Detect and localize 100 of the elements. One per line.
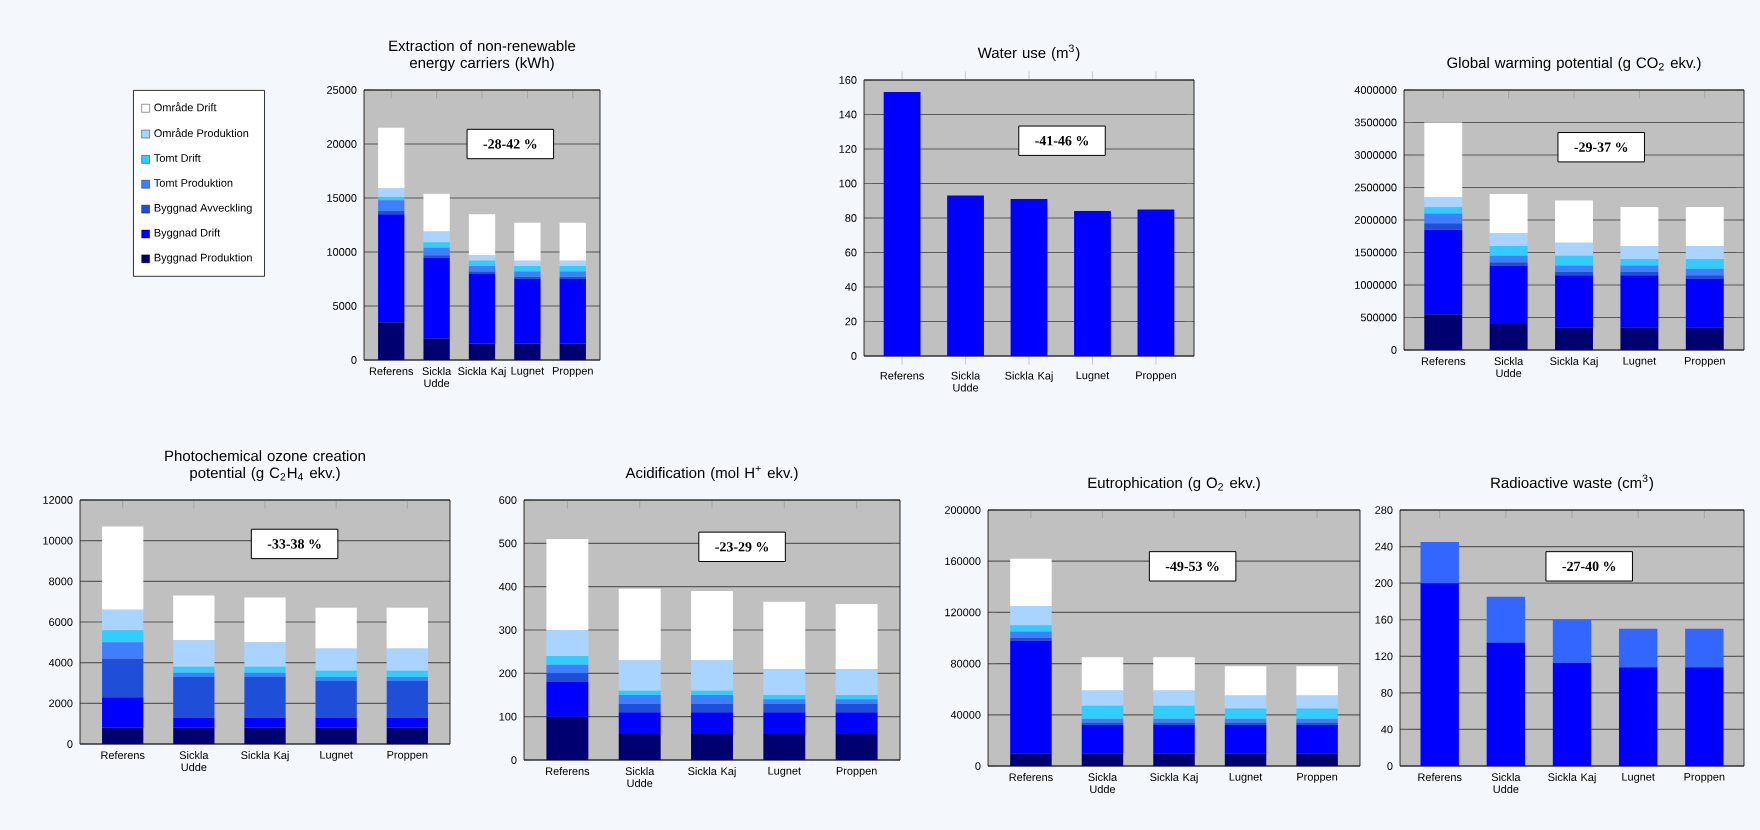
bar: [546, 630, 589, 657]
bar: [618, 734, 661, 761]
bar: [1555, 242, 1593, 256]
bar: [1552, 619, 1592, 663]
bar: [1489, 233, 1528, 246]
bar: [1296, 708, 1338, 719]
bar: [546, 539, 589, 631]
bar: [559, 266, 586, 272]
bar: [386, 680, 428, 718]
bar: [468, 273, 496, 344]
bar: [1296, 725, 1338, 754]
bar: [514, 279, 541, 344]
bar: [1489, 194, 1528, 233]
bar: [1489, 265, 1528, 324]
bar: [691, 690, 733, 696]
bar: [763, 734, 806, 761]
bar: [1010, 753, 1052, 767]
bar: [618, 690, 661, 696]
bar: [1555, 327, 1593, 351]
bar: [1424, 229, 1463, 315]
bar: [1010, 199, 1048, 357]
bar: [1555, 265, 1593, 272]
bar: [691, 734, 733, 761]
bar: [1685, 246, 1724, 259]
bar: [244, 727, 286, 745]
bar: [173, 727, 215, 745]
bar: [1489, 324, 1528, 351]
bar: [468, 343, 496, 361]
bar: [386, 648, 428, 671]
bar: [1424, 314, 1463, 351]
bar: [244, 642, 286, 667]
bar: [947, 195, 984, 357]
bar: [1137, 209, 1175, 357]
bar: [468, 214, 496, 256]
bar: [1296, 753, 1338, 767]
bar: [1153, 690, 1195, 706]
bar: [1685, 207, 1724, 246]
bar: [423, 242, 450, 248]
bar: [835, 703, 878, 713]
bar: [468, 255, 496, 261]
bar: [1620, 327, 1659, 351]
bar: [1224, 725, 1267, 754]
bar: [1081, 705, 1124, 719]
bar: [1153, 753, 1195, 767]
bar: [559, 271, 586, 277]
bar: [559, 222, 586, 261]
bar: [102, 727, 144, 745]
bar: [173, 676, 215, 718]
bar: [1224, 708, 1267, 719]
bar: [1489, 255, 1528, 263]
bar: [1010, 640, 1052, 754]
bar: [378, 200, 405, 211]
bar: [1424, 207, 1463, 214]
bar: [315, 717, 357, 728]
bar: [835, 604, 878, 670]
bar: [102, 642, 144, 659]
bar: [378, 214, 405, 323]
bar: [173, 595, 215, 641]
bar: [386, 607, 428, 649]
bar: [173, 717, 215, 728]
bar: [546, 716, 589, 761]
bar: [514, 343, 541, 361]
bar: [1224, 753, 1267, 767]
bar: [1620, 259, 1659, 266]
bar: [763, 601, 806, 670]
bar: [423, 193, 450, 232]
bar: [691, 695, 733, 704]
bar: [102, 630, 144, 643]
bar: [1420, 583, 1459, 767]
bar: [468, 260, 496, 267]
bar: [763, 712, 806, 735]
bar: [1685, 278, 1724, 328]
bar: [1424, 223, 1463, 230]
bar: [546, 656, 589, 665]
bar: [1424, 197, 1463, 207]
bar: [1010, 625, 1052, 632]
bar: [102, 658, 144, 698]
bar: [1424, 122, 1463, 198]
bar: [546, 682, 589, 717]
bar: [378, 127, 405, 189]
bar: [244, 717, 286, 728]
bar: [173, 666, 215, 673]
bar: [691, 660, 733, 691]
bar: [514, 266, 541, 272]
bar: [386, 727, 428, 745]
bar: [618, 660, 661, 691]
bar: [1685, 259, 1724, 269]
bar: [1081, 753, 1124, 767]
bar: [244, 666, 286, 673]
bar: [763, 669, 806, 696]
bar: [423, 257, 450, 339]
bar: [1620, 246, 1659, 259]
bar: [1685, 268, 1724, 276]
bar: [102, 697, 144, 728]
bar: [1010, 606, 1052, 626]
bar: [1296, 666, 1338, 696]
bar: [883, 92, 921, 357]
bar: [1620, 207, 1659, 246]
bar: [386, 717, 428, 728]
bar: [173, 640, 215, 667]
